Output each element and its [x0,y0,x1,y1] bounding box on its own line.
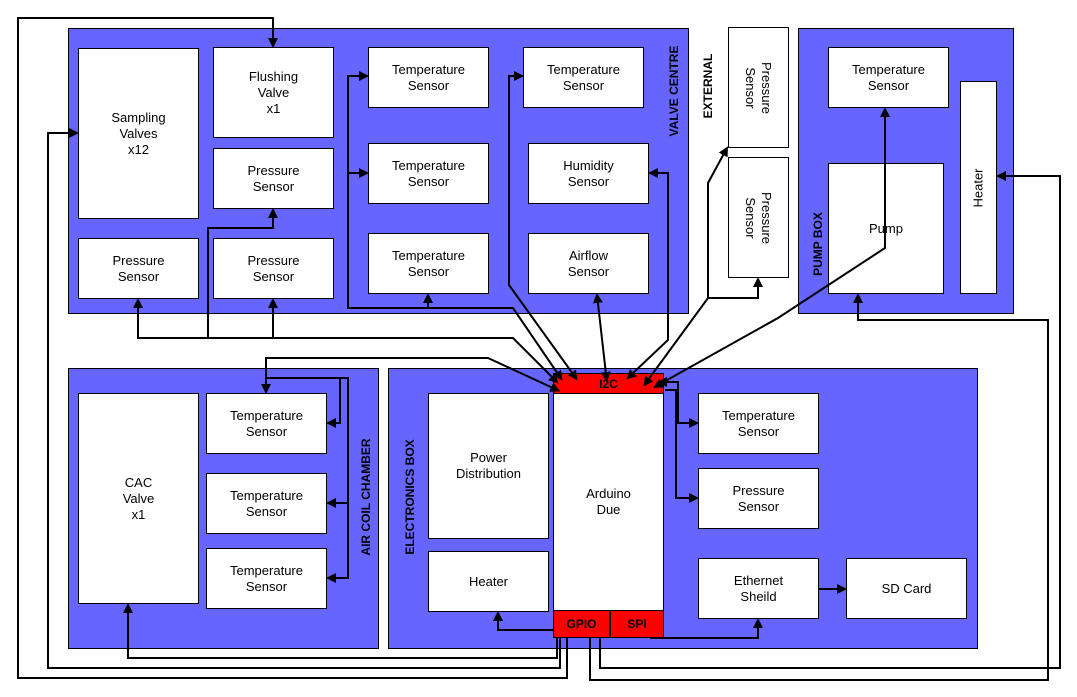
wire-gpio-flushing-valve [17,17,568,679]
wire-cac-bus [266,377,349,583]
ethernet-shield-box: Ethernet Sheild [698,558,819,619]
valve-pressure-sensor-upper: Pressure Sensor [213,148,334,209]
cac-temperature-sensor-2: Temperature Sensor [206,473,327,534]
valve-pressure-sensor-left: Pressure Sensor [78,238,199,299]
cac-temperature-sensor-1: Temperature Sensor [206,393,327,454]
valve-pressure-sensor-middle: Pressure Sensor [213,238,334,299]
wire-spi-ethernet [650,618,763,639]
wire-gpio-pump [589,293,1049,681]
flushing-valve-box: Flushing Valve x1 [213,47,334,138]
wire-i2c-temp-4 [508,71,578,381]
wire-i2c-electronics-temp [657,377,699,428]
wire-gpio-cac-valve [123,603,558,659]
pump-heater-box: Heater [960,81,997,294]
wire-i2c-airflow [592,293,611,382]
wire-i2c-temperature-column [347,71,563,381]
wire-gpio-pump-heater [599,171,1061,669]
wire-external-upper-branch [707,146,728,298]
pump-temperature-sensor: Temperature Sensor [828,47,949,108]
wire-i2c-cac-temps [261,357,561,394]
spi-port: SPI [610,610,664,638]
wire-gpio-sampling-valves [47,128,561,669]
wire-i2c-pump-temp [653,107,890,388]
wire-i2c-humidity [626,168,669,380]
electronics-temperature-sensor: Temperature Sensor [698,393,819,454]
sd-card-box: SD Card [846,558,967,619]
wire-pressure-upper-branch [207,208,278,338]
cac-valve-box: CAC Valve x1 [78,393,199,604]
wire-cac-temp-1 [326,378,341,428]
electronics-pressure-sensor: Pressure Sensor [698,468,819,529]
gpio-port: GPIO [553,610,610,638]
power-distribution-box: Power Distribution [428,393,549,539]
cac-temperature-sensor-3: Temperature Sensor [206,548,327,609]
arduino-due-box: Arduino Due [553,393,664,611]
wire-i2c-electronics-pressure [665,389,699,503]
electronics-heater-box: Heater [428,551,549,612]
wire-gpio-heater [493,611,553,631]
wire-i2c-pressure-bottom [133,298,559,384]
sampling-valves-box: Sampling Valves x12 [78,48,199,219]
wire-i2c-external-pressure [643,277,763,387]
